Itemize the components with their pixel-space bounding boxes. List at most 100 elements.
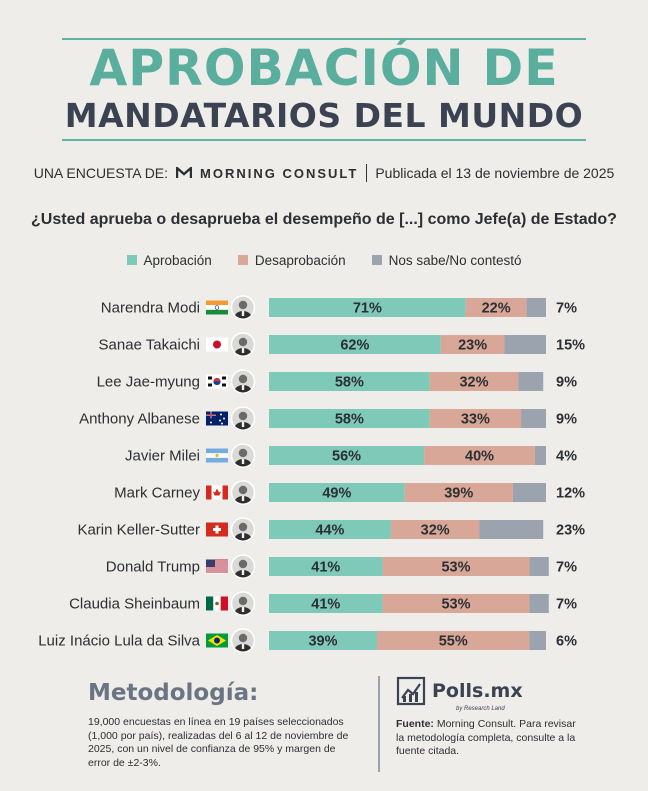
bar-segment-approval — [269, 594, 383, 613]
bar-segment-approval — [269, 298, 466, 317]
morning-consult-logo: MORNING CONSULT — [176, 166, 358, 181]
no-answer-value-label: 7% — [556, 597, 577, 613]
canada-flag-icon — [206, 485, 228, 500]
bar-segment-no-answer — [504, 335, 546, 354]
no-answer-value-label: 9% — [556, 375, 577, 391]
bar-segment-no-answer — [529, 557, 549, 576]
bar-segment-approval — [269, 446, 425, 465]
bar-segment-disapproval — [429, 409, 522, 428]
bar-segment-disapproval — [382, 557, 530, 576]
bar-value-label: 56% — [332, 449, 361, 465]
bar-segment-disapproval — [424, 446, 535, 465]
leader-avatar — [230, 480, 256, 505]
bar-segment-no-answer — [479, 520, 544, 539]
bar-segment-approval — [269, 483, 405, 502]
australia-flag-icon — [206, 411, 228, 426]
source-text: Fuente: Morning Consult. Para revisar la… — [396, 718, 586, 759]
leader-name: Karin Keller-Sutter — [77, 522, 200, 539]
published-date: Publicada el 13 de noviembre de 2025 — [375, 165, 615, 181]
byline-prefix: UNA ENCUESTA DE: — [33, 165, 169, 181]
chart-row: Donald Trump 41% 53% 7% — [106, 554, 577, 579]
chart-row: Claudia Sheinbaum 41% 53% 7% — [69, 591, 577, 616]
bar-value-label: 22% — [482, 301, 511, 317]
no-answer-value-label: 7% — [556, 301, 577, 317]
chart-row: Narendra Modi 71% 22% 7% — [101, 295, 577, 320]
top-rule — [62, 38, 586, 40]
bar-segment-approval — [269, 631, 378, 650]
bar-value-label: 53% — [441, 560, 470, 576]
leader-avatar — [230, 369, 256, 394]
bar-segment-approval — [269, 335, 441, 354]
no-answer-value-label: 7% — [556, 560, 577, 576]
bar-value-label: 41% — [311, 560, 340, 576]
title-line-1: APROBACIÓN DE — [89, 39, 559, 97]
bar-segment-disapproval — [440, 335, 505, 354]
bottom-rule — [62, 139, 586, 141]
bar-segment-approval — [269, 372, 430, 391]
legend-disapproval-swatch — [237, 255, 248, 265]
india-flag-icon — [206, 300, 228, 315]
bar-segment-approval — [269, 409, 430, 428]
legend-no-answer-swatch — [371, 255, 382, 265]
footer-divider — [378, 676, 380, 772]
bar-value-label: 40% — [465, 449, 494, 465]
bar-value-label: 33% — [461, 412, 490, 428]
leader-name: Mark Carney — [114, 485, 200, 502]
bar-segment-approval — [269, 520, 391, 539]
bar-segment-disapproval — [404, 483, 513, 502]
leader-name: Javier Milei — [125, 448, 200, 465]
leader-avatar — [230, 628, 256, 653]
legend-disapproval-label: Desaprobación — [254, 252, 346, 268]
leader-avatar — [230, 443, 256, 468]
chart-row: Javier Milei 56% 40% 4% — [125, 443, 577, 468]
bar-segment-no-answer — [529, 594, 549, 613]
bar-value-label: 39% — [444, 486, 473, 502]
chart-row: Luiz Inácio Lula da Silva 39% 55% 6% — [38, 628, 577, 653]
approval-chart: Narendra Modi 71% 22% 7% Sanae Takaichi 62% 23… — [38, 295, 585, 653]
usa-flag-icon — [206, 559, 228, 574]
bar-segment-no-answer — [526, 298, 546, 317]
leader-name: Lee Jae-myung — [97, 374, 200, 391]
byline-divider — [366, 164, 368, 182]
bar-value-label: 39% — [308, 634, 337, 650]
polls-logo: Polls.mx — [396, 676, 586, 706]
bar-segment-approval — [269, 557, 383, 576]
leader-avatar — [230, 517, 256, 542]
leader-name: Narendra Modi — [101, 300, 200, 317]
title-line-2: MANDATARIOS DEL MUNDO — [64, 96, 584, 135]
legend-no-answer: Nos sabe/No contestó — [371, 252, 522, 268]
south-korea-flag-icon — [206, 374, 228, 389]
polls-subtitle: by Research Land — [456, 706, 505, 712]
bar-value-label: 44% — [315, 523, 344, 539]
leader-avatar — [230, 591, 256, 616]
no-answer-value-label: 9% — [556, 412, 577, 428]
methodology-text: 19,000 encuestas en línea en 19 países s… — [88, 716, 349, 769]
legend-no-answer-label: Nos sabe/No contestó — [388, 252, 522, 268]
leader-name: Luiz Inácio Lula da Silva — [38, 633, 200, 650]
bar-segment-no-answer — [512, 483, 546, 502]
bar-segment-disapproval — [465, 298, 527, 317]
leader-name: Sanae Takaichi — [99, 337, 200, 354]
source-label: Fuente: — [396, 718, 434, 730]
chart-row: Karin Keller-Sutter 44% 32% 23% — [77, 517, 585, 542]
no-answer-value-label: 15% — [556, 338, 585, 354]
source-body: Morning Consult. Para revisar la metodol… — [396, 718, 576, 757]
bar-value-label: 62% — [340, 338, 369, 354]
chart-row: Mark Carney 49% 39% 12% — [114, 480, 585, 505]
no-answer-value-label: 12% — [556, 486, 585, 502]
legend-approval: Aprobación — [126, 253, 212, 268]
bar-value-label: 58% — [335, 375, 364, 391]
bar-segment-disapproval — [377, 631, 530, 650]
methodology-title: Metodología: — [88, 680, 259, 706]
leader-avatar — [230, 406, 256, 431]
bar-value-label: 53% — [441, 597, 470, 613]
methodology-section: Metodología: 19,000 encuestas en línea e… — [88, 680, 358, 770]
morning-consult-m-icon — [176, 167, 193, 178]
chart-row: Lee Jae-myung 58% 32% 9% — [97, 369, 577, 394]
legend: Aprobación Desaprobación Nos sabe/No con… — [0, 252, 648, 268]
leader-name: Donald Trump — [106, 559, 200, 576]
brand-name: MORNING CONSULT — [200, 165, 359, 181]
byline: UNA ENCUESTA DE: MORNING CONSULT Publica… — [0, 163, 648, 183]
chart-question: ¿Usted aprueba o desaprueba el desempeño… — [31, 211, 617, 228]
bar-value-label: 32% — [459, 375, 488, 391]
